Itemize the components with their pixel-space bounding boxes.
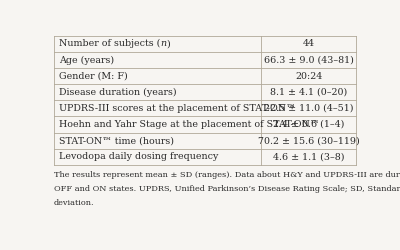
Bar (261, 52, 356, 68)
Text: 20:24: 20:24 (295, 72, 322, 80)
Text: 22.5 ± 11.0 (4–51): 22.5 ± 11.0 (4–51) (264, 104, 353, 113)
Text: 2.4 ± 0.6 (1–4): 2.4 ± 0.6 (1–4) (273, 120, 344, 129)
Bar (54, 84, 261, 100)
Text: STAT-ON™ time (hours): STAT-ON™ time (hours) (59, 136, 174, 145)
Bar (54, 116, 261, 132)
Text: ): ) (167, 39, 170, 48)
Bar (261, 132, 356, 149)
Text: Levodopa daily dosing frequency: Levodopa daily dosing frequency (59, 152, 219, 161)
Text: Disease duration (years): Disease duration (years) (59, 88, 177, 97)
Text: UPDRS-III scores at the placement of STAT-ON™: UPDRS-III scores at the placement of STA… (59, 104, 296, 113)
Bar (261, 84, 356, 100)
Text: The results represent mean ± SD (ranges). Data about H&Y and UPDRS-III are durin: The results represent mean ± SD (ranges)… (54, 170, 400, 178)
Text: n: n (161, 39, 167, 48)
Bar (54, 36, 261, 52)
Text: 4.6 ± 1.1 (3–8): 4.6 ± 1.1 (3–8) (273, 152, 344, 161)
Text: Age (years): Age (years) (59, 56, 114, 64)
Bar (54, 100, 261, 116)
Bar (54, 52, 261, 68)
Text: 8.1 ± 4.1 (0–20): 8.1 ± 4.1 (0–20) (270, 88, 347, 97)
Text: 44: 44 (303, 39, 315, 48)
Text: Hoehn and Yahr Stage at the placement of STAT-ON™: Hoehn and Yahr Stage at the placement of… (59, 120, 320, 129)
Bar (261, 100, 356, 116)
Bar (261, 68, 356, 84)
Text: 70.2 ± 15.6 (30–119): 70.2 ± 15.6 (30–119) (258, 136, 360, 145)
Bar (54, 149, 261, 165)
Text: 66.3 ± 9.0 (43–81): 66.3 ± 9.0 (43–81) (264, 56, 354, 64)
Text: OFF and ON states. UPDRS, Unified Parkinson’s Disease Rating Scale; SD, Standard: OFF and ON states. UPDRS, Unified Parkin… (54, 185, 400, 193)
Bar (261, 36, 356, 52)
Text: deviation.: deviation. (54, 200, 94, 207)
Bar (54, 68, 261, 84)
Text: Gender (M: F): Gender (M: F) (59, 72, 128, 80)
Bar (261, 149, 356, 165)
Bar (261, 116, 356, 132)
Bar (54, 132, 261, 149)
Text: Number of subjects (: Number of subjects ( (59, 39, 161, 48)
